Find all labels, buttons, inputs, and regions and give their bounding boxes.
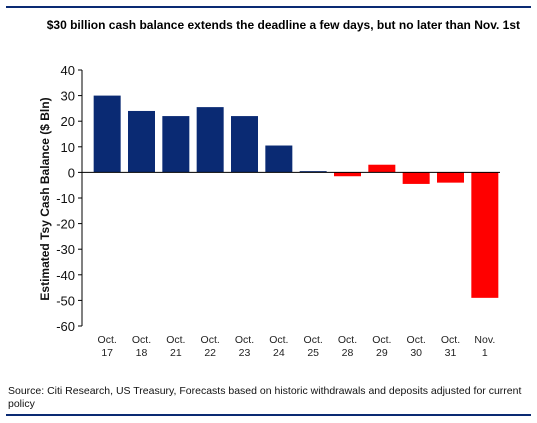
- x-tick-label: Oct.: [441, 334, 460, 346]
- source-note: Source: Citi Research, US Treasury, Fore…: [8, 385, 522, 410]
- x-tick-label: Oct.: [338, 334, 357, 346]
- bar: [402, 172, 430, 184]
- y-tick-label: -20: [56, 217, 75, 232]
- bars: [93, 95, 499, 298]
- bar: [471, 172, 499, 298]
- bar: [437, 172, 464, 183]
- chart-title: $30 billion cash balance extends the dea…: [46, 18, 520, 32]
- x-tick-label: 1: [482, 347, 488, 359]
- x-tick-label: 22: [204, 347, 216, 359]
- y-axis-label: Estimated Tsy Cash Balance ($ Bln): [38, 97, 52, 300]
- y-tick-label: -50: [56, 293, 75, 308]
- x-tick-label: Oct.: [269, 334, 288, 346]
- bar: [231, 116, 258, 173]
- x-tick-label: 28: [342, 347, 354, 359]
- x-tick-label: Oct.: [304, 334, 323, 346]
- bar: [128, 110, 155, 173]
- bar: [196, 107, 224, 173]
- x-tick-label: 21: [170, 347, 182, 359]
- y-axis: 40 30 20 10 0 -10 -20 -30 -40 -50 -60: [56, 63, 83, 334]
- x-tick-label: 24: [273, 347, 285, 359]
- y-tick-label: 40: [61, 63, 75, 78]
- top-rule: [6, 6, 531, 8]
- x-tick-label: 23: [239, 347, 251, 359]
- y-tick-label: 0: [68, 165, 75, 180]
- x-tick-label: Oct.: [98, 334, 117, 346]
- bottom-rule: [6, 414, 531, 416]
- y-tick-label: -30: [56, 242, 75, 257]
- y-tick-label: 30: [61, 89, 75, 104]
- x-tick-label: 25: [307, 347, 319, 359]
- x-tick-label: 31: [445, 347, 457, 359]
- y-tick-label: 20: [61, 114, 75, 129]
- x-tick-label: Oct.: [372, 334, 391, 346]
- x-tick-label: 17: [101, 347, 113, 359]
- y-tick-label: -40: [56, 268, 75, 283]
- y-tick-label: -60: [56, 319, 75, 334]
- bar: [265, 145, 293, 173]
- x-axis: Oct.17Oct.18Oct.21Oct.22Oct.23Oct.24Oct.…: [82, 171, 500, 359]
- x-tick-label: 30: [410, 347, 422, 359]
- bar: [93, 95, 121, 173]
- y-tick-label: -10: [56, 191, 75, 206]
- bar: [368, 164, 396, 173]
- x-tick-label: Oct.: [235, 334, 254, 346]
- bar: [162, 116, 190, 173]
- x-tick-label: Nov.: [474, 334, 495, 346]
- x-tick-label: 29: [376, 347, 388, 359]
- x-tick-label: Oct.: [407, 334, 426, 346]
- bar: [299, 171, 327, 173]
- x-tick-label: Oct.: [201, 334, 220, 346]
- y-tick-label: 10: [61, 140, 75, 155]
- x-tick-label: Oct.: [166, 334, 185, 346]
- bar: [334, 172, 361, 177]
- x-tick-label: 18: [136, 347, 148, 359]
- x-tick-label: Oct.: [132, 334, 151, 346]
